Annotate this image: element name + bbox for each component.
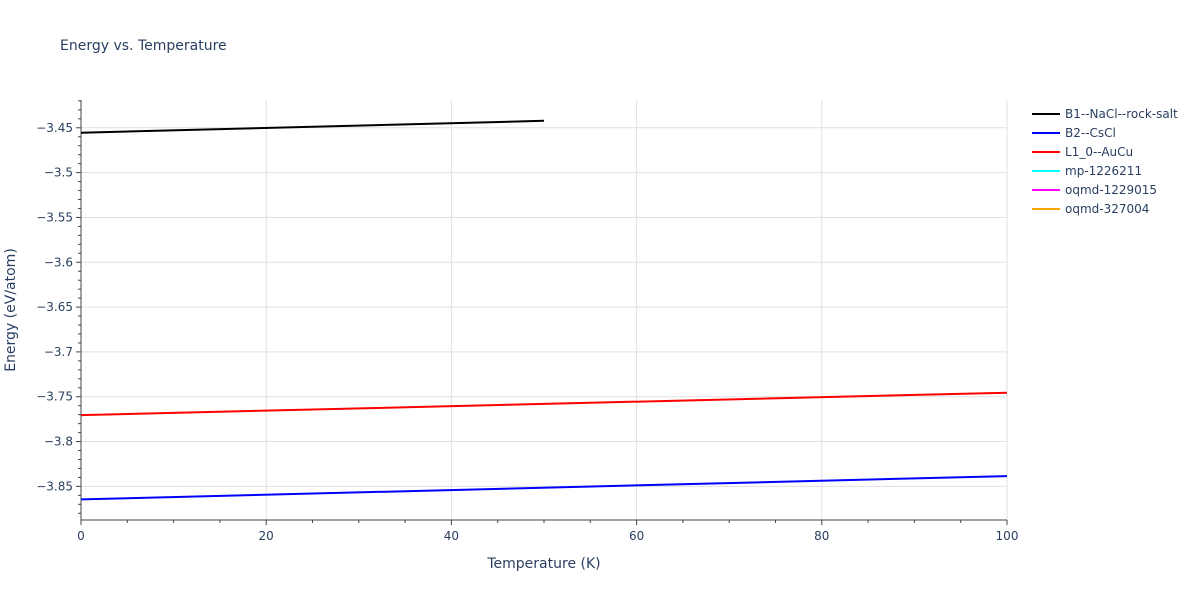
y-tick-label: −3.45	[36, 121, 73, 135]
x-axis-title: Temperature (K)	[486, 556, 600, 572]
legend-item[interactable]: L1_0--AuCu	[1032, 145, 1133, 159]
y-tick-label: −3.6	[44, 255, 73, 269]
series-line-B1--NaCl--rock-salt[interactable]	[80, 119, 545, 134]
x-tick-label: 60	[629, 529, 644, 543]
y-tick-label: −3.7	[44, 345, 73, 359]
series-layer	[80, 119, 1008, 501]
x-tick-label: 100	[996, 529, 1019, 543]
x-tick-label: 0	[77, 529, 85, 543]
y-tick-label: −3.85	[36, 479, 73, 493]
y-tick-label: −3.5	[44, 166, 73, 180]
legend[interactable]: B1--NaCl--rock-salt B2--CsCl L1_0--AuCu mp-…	[1032, 107, 1178, 216]
y-tick-label: −3.8	[44, 435, 73, 449]
x-tick-label: 80	[814, 529, 829, 543]
y-tick-label: −3.75	[36, 390, 73, 404]
legend-label: oqmd-1229015	[1065, 183, 1157, 197]
legend-label: mp-1226211	[1065, 164, 1142, 178]
legend-label: oqmd-327004	[1065, 202, 1149, 216]
series-line-L1_0--AuCu[interactable]	[80, 391, 1008, 417]
series-line-B2--CsCl[interactable]	[80, 475, 1008, 501]
legend-label: B1--NaCl--rock-salt	[1065, 107, 1178, 121]
y-axis-title: Energy (eV/atom)	[3, 248, 19, 372]
legend-item[interactable]: B2--CsCl	[1032, 126, 1116, 140]
legend-label: B2--CsCl	[1065, 126, 1116, 140]
legend-label: L1_0--AuCu	[1065, 145, 1133, 159]
chart-title: Energy vs. Temperature	[60, 38, 227, 54]
x-tick-label: 40	[444, 529, 459, 543]
legend-item[interactable]: oqmd-327004	[1032, 202, 1149, 216]
legend-item[interactable]: oqmd-1229015	[1032, 183, 1157, 197]
legend-item[interactable]: mp-1226211	[1032, 164, 1142, 178]
legend-item[interactable]: B1--NaCl--rock-salt	[1032, 107, 1178, 121]
x-tick-label: 20	[259, 529, 274, 543]
y-tick-label: −3.55	[36, 210, 73, 224]
y-tick-label: −3.65	[36, 300, 73, 314]
axis-layer: 0 20 40 60 80 100 −3.45 −3.5 −3.55 −3.6 −3.65 −3.7 −…	[36, 100, 1018, 543]
